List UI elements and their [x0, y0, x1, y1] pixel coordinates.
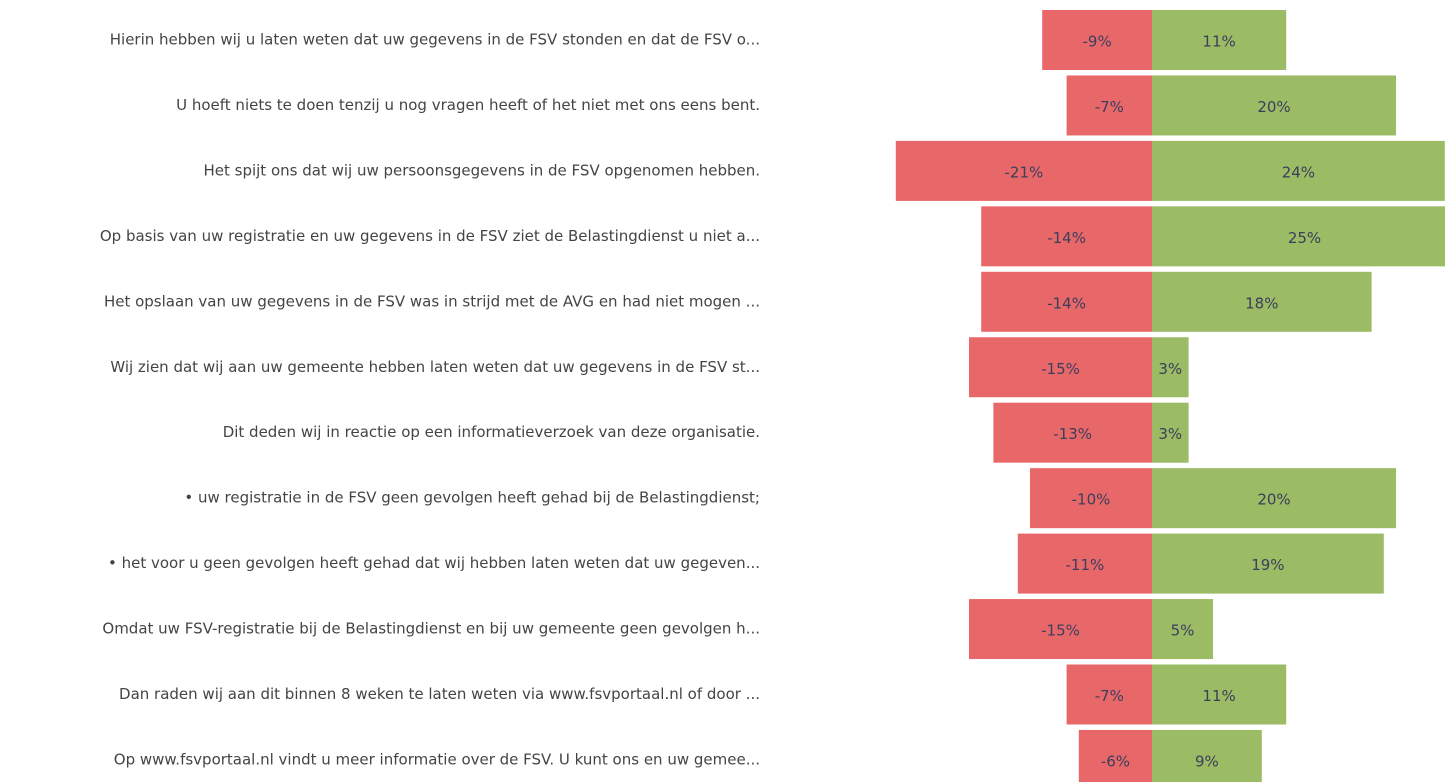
bar [1152, 206, 1445, 267]
bar [1152, 533, 1384, 594]
row-label: Dan raden wij aan dit binnen 8 weken te … [119, 685, 760, 703]
value-label: 3% [1158, 360, 1182, 378]
value-label: -21% [1005, 163, 1044, 181]
row-label: Omdat uw FSV-registratie bij de Belastin… [102, 620, 760, 638]
row-label: Het opslaan van uw gegevens in de FSV wa… [104, 292, 760, 310]
bar [1066, 75, 1152, 136]
bar [1152, 140, 1445, 201]
value-label: 25% [1288, 229, 1321, 247]
bar [1066, 664, 1152, 725]
bar [969, 599, 1152, 660]
row-label: U hoeft niets te doen tenzij u nog vrage… [176, 96, 760, 114]
value-label: -7% [1095, 98, 1124, 116]
value-label: -7% [1095, 687, 1124, 705]
bar [1152, 664, 1287, 725]
bar [993, 402, 1152, 463]
bar [1152, 10, 1287, 70]
bar [1042, 10, 1152, 70]
row-label: Wij zien dat wij aan uw gemeente hebben … [110, 358, 760, 376]
value-label: 20% [1257, 491, 1290, 509]
bar [1152, 337, 1189, 398]
bar [1152, 271, 1372, 332]
value-label: 5% [1171, 622, 1195, 640]
value-label: -11% [1066, 556, 1105, 574]
bar [1152, 402, 1189, 463]
value-label: 3% [1158, 425, 1182, 443]
value-label: -15% [1041, 622, 1080, 640]
bar [1030, 468, 1152, 529]
row-label: Op basis van uw registratie en uw gegeve… [100, 227, 760, 245]
value-label: 18% [1245, 294, 1278, 312]
row-label: Hierin hebben wij u laten weten dat uw g… [110, 31, 760, 49]
bar [1152, 729, 1262, 782]
bar [1152, 75, 1396, 136]
bar [969, 337, 1152, 398]
value-label: 20% [1257, 98, 1290, 116]
row-label: • het voor u geen gevolgen heeft gehad d… [108, 554, 760, 572]
value-label: 9% [1195, 752, 1219, 770]
value-label: -15% [1041, 360, 1080, 378]
row-label: Dit deden wij in reactie op een informat… [223, 423, 760, 441]
bar [1152, 468, 1396, 529]
value-label: -9% [1082, 33, 1111, 51]
value-label: 11% [1202, 687, 1235, 705]
value-label: -10% [1072, 491, 1111, 509]
row-label: • uw registratie in de FSV geen gevolgen… [184, 489, 760, 507]
row-label: Het spijt ons dat wij uw persoonsgegeven… [203, 161, 760, 179]
value-label: -14% [1047, 229, 1086, 247]
bar [981, 206, 1152, 267]
value-label: -14% [1047, 294, 1086, 312]
bar [1152, 599, 1213, 660]
value-label: 24% [1282, 163, 1315, 181]
bar [981, 271, 1152, 332]
bar [895, 140, 1152, 201]
bar [1078, 729, 1152, 782]
value-label: 19% [1251, 556, 1284, 574]
bar [1017, 533, 1152, 594]
row-label: Op www.fsvportaal.nl vindt u meer inform… [114, 750, 760, 768]
value-label: -6% [1101, 752, 1130, 770]
value-label: -13% [1053, 425, 1092, 443]
value-label: 11% [1202, 33, 1235, 51]
